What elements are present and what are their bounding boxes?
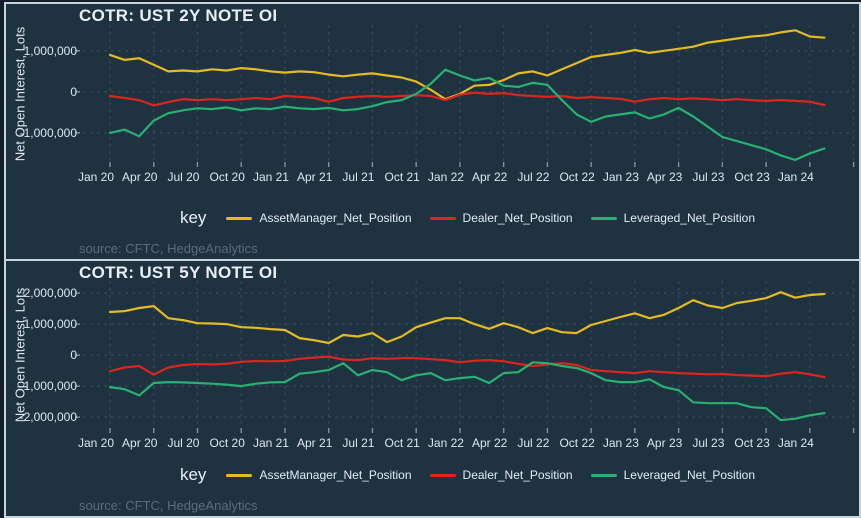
legend-title: key xyxy=(179,208,207,227)
x-tick-label: Jan 22 xyxy=(427,170,464,184)
x-tick-label: Jan 22 xyxy=(427,436,464,450)
source-note: source: CFTC, HedgeAnalytics xyxy=(79,498,258,513)
y-tick-label: -2,000,000 xyxy=(19,410,77,425)
x-tick-label: Jan 24 xyxy=(777,436,814,450)
x-tick-label: Jan 21 xyxy=(252,170,289,184)
legend-item: AssetManager_Net_Position xyxy=(226,468,412,482)
legend-swatch-icon xyxy=(590,216,617,220)
leveraged-net-position-line xyxy=(108,68,826,161)
x-tick-label: Oct 22 xyxy=(559,170,595,184)
x-tick-label: Jan 23 xyxy=(602,436,639,450)
legend-swatch-icon xyxy=(429,216,456,220)
y-tick-label: 1,000,000 xyxy=(23,43,77,58)
assetmanager-net-position-line xyxy=(108,291,826,345)
x-tick-label: Jul 22 xyxy=(517,170,550,184)
y-tick-label: 0 xyxy=(70,348,77,363)
legend-swatch-icon xyxy=(226,216,253,220)
legend-label: Leveraged_Net_Position xyxy=(623,468,756,482)
chart-panel-5y: COTR: UST 5Y NOTE OI Net Open Interest, … xyxy=(4,259,861,518)
y-tick-label: 1,000,000 xyxy=(23,317,77,332)
x-tick-label: Oct 22 xyxy=(559,436,595,450)
x-tick-label: Oct 20 xyxy=(209,170,245,184)
x-tick-label: Jul 21 xyxy=(342,436,375,450)
dealer-net-position-line xyxy=(108,355,826,379)
plot-area xyxy=(75,25,855,167)
legend-item: Dealer_Net_Position xyxy=(429,468,573,482)
x-tick-label: Oct 20 xyxy=(209,436,245,450)
source-note: source: CFTC, HedgeAnalytics xyxy=(79,241,258,256)
x-tick-label: Apr 23 xyxy=(646,170,683,184)
legend: key AssetManager_Net_Position Dealer_Net_… xyxy=(83,208,852,228)
x-tick-label: Oct 21 xyxy=(384,170,420,184)
legend-label: Leveraged_Net_Position xyxy=(623,211,756,225)
legend-label: Dealer_Net_Position xyxy=(462,211,573,225)
x-tick-label: Oct 21 xyxy=(384,436,420,450)
x-tick-label: Jan 20 xyxy=(77,170,115,184)
x-tick-label: Jan 20 xyxy=(77,436,115,450)
assetmanager-net-position-line xyxy=(108,29,826,101)
x-tick-label: Jul 22 xyxy=(517,436,550,450)
x-tick-label: Jan 24 xyxy=(777,170,814,184)
y-tick-label: 0 xyxy=(70,84,77,99)
legend: key AssetManager_Net_Position Dealer_Net_… xyxy=(83,465,852,485)
legend-item: Leveraged_Net_Position xyxy=(590,468,756,482)
x-tick-label: Jan 21 xyxy=(252,436,289,450)
x-tick-label: Apr 23 xyxy=(646,436,683,450)
plot-area xyxy=(75,281,855,433)
x-tick-label: Apr 21 xyxy=(297,436,333,450)
legend-item: Dealer_Net_Position xyxy=(429,211,573,225)
legend-label: Dealer_Net_Position xyxy=(462,468,573,482)
x-tick-label: Apr 22 xyxy=(471,436,508,450)
dealer-net-position-line xyxy=(108,91,826,107)
legend-label: AssetManager_Net_Position xyxy=(259,211,412,225)
x-tick-label: Oct 23 xyxy=(734,436,770,450)
legend-title: key xyxy=(179,465,207,484)
x-tick-label: Apr 20 xyxy=(122,436,158,450)
legend-swatch-icon xyxy=(590,473,617,477)
x-tick-label: Jul 23 xyxy=(692,436,725,450)
legend-swatch-icon xyxy=(429,473,456,477)
y-tick-label: -1,000,000 xyxy=(19,379,77,394)
leveraged-net-position-line xyxy=(108,361,826,422)
x-tick-label: Jul 21 xyxy=(342,170,375,184)
x-tick-label: Jul 20 xyxy=(167,170,200,184)
legend-swatch-icon xyxy=(226,473,253,477)
legend-item: Leveraged_Net_Position xyxy=(590,211,756,225)
x-tick-label: Oct 23 xyxy=(734,170,770,184)
y-tick-label: -1,000,000 xyxy=(19,125,77,140)
y-tick-label: 2,000,000 xyxy=(23,286,77,301)
legend-label: AssetManager_Net_Position xyxy=(259,468,412,482)
chart-panel-2y: COTR: UST 2Y NOTE OI Net Open Interest, … xyxy=(4,2,861,261)
x-tick-label: Apr 22 xyxy=(471,170,508,184)
page-title: COTR: UST 5Y NOTE OI xyxy=(79,263,278,282)
x-tick-label: Apr 20 xyxy=(122,170,158,184)
x-tick-label: Jul 20 xyxy=(167,436,200,450)
x-tick-label: Jul 23 xyxy=(692,170,725,184)
x-tick-label: Jan 23 xyxy=(602,170,639,184)
legend-item: AssetManager_Net_Position xyxy=(226,211,412,225)
page-title: COTR: UST 2Y NOTE OI xyxy=(79,6,278,25)
x-tick-label: Apr 21 xyxy=(297,170,333,184)
